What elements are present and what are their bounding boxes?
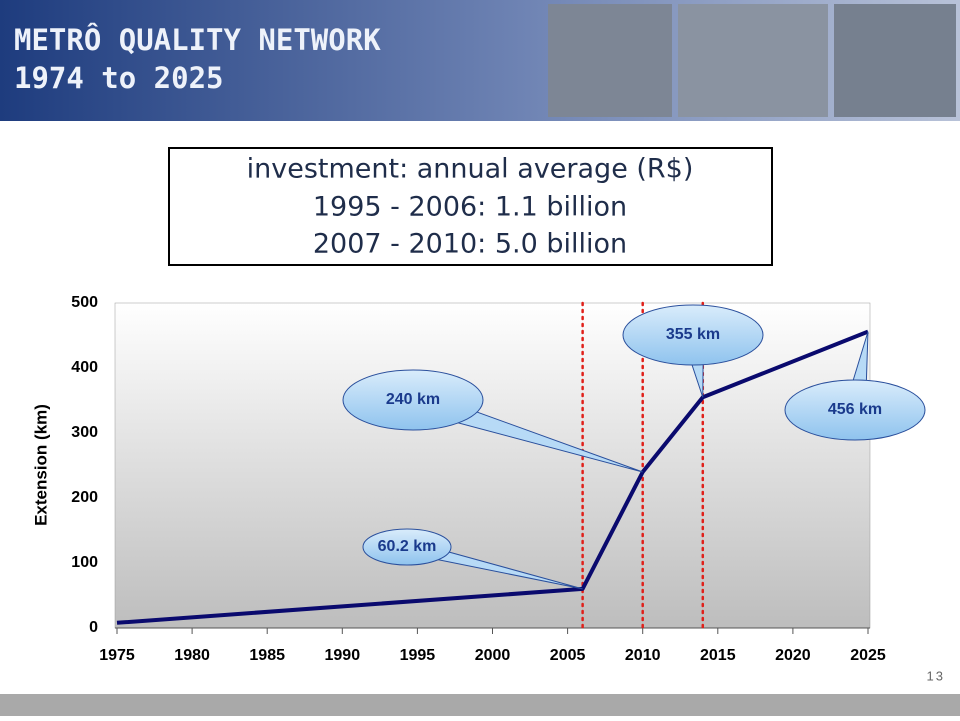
callout-bubble xyxy=(622,304,764,366)
x-tick-label: 1985 xyxy=(249,647,285,664)
y-tick-label: 500 xyxy=(71,294,98,311)
callout-bubble xyxy=(784,379,926,441)
x-tick-label: 1980 xyxy=(174,647,210,664)
x-tick-label: 2000 xyxy=(475,647,511,664)
annotation: 1995 - 2006: 1.1 billion xyxy=(313,192,627,223)
annotation: 2007 - 2010: 5.0 billion xyxy=(313,229,627,260)
data-label: 60.2 km xyxy=(378,538,437,555)
data-label: 240 km xyxy=(386,391,440,408)
annotation: investment: annual average (R$) xyxy=(247,154,694,185)
footer-strip xyxy=(0,694,960,716)
x-tick-label: 1975 xyxy=(99,647,135,664)
y-tick-label: 300 xyxy=(71,424,98,441)
data-label: 355 km xyxy=(666,326,720,343)
photo-bus xyxy=(678,4,828,117)
page-number: 13 xyxy=(927,668,945,683)
y-tick-label: 100 xyxy=(71,554,98,571)
photo-train xyxy=(548,4,672,117)
data-label: 456 km xyxy=(828,401,882,418)
callout-bubble xyxy=(362,528,452,566)
y-tick-label: 0 xyxy=(89,619,98,636)
x-tick-label: 1995 xyxy=(400,647,436,664)
x-tick-label: 2015 xyxy=(700,647,736,664)
plot-area xyxy=(114,302,871,629)
x-tick-label: 1990 xyxy=(325,647,361,664)
y-tick-label: 200 xyxy=(71,489,98,506)
callout-bubble xyxy=(342,369,484,431)
slide-subtitle: 1974 to 2025 xyxy=(14,61,224,95)
x-tick-label: 2025 xyxy=(850,647,886,664)
y-axis-label: Extension (km) xyxy=(31,404,50,526)
slide-title: METRÔ QUALITY NETWORK xyxy=(14,23,381,57)
investment-box xyxy=(168,147,773,266)
chart: 0 100 200 300 400 500 1975 1980 1985 1990 1995 2000… xyxy=(71,294,926,664)
y-tick-label: 400 xyxy=(71,359,98,376)
x-tick-label: 2010 xyxy=(625,647,661,664)
x-tick-label: 2005 xyxy=(550,647,586,664)
photo-train xyxy=(834,4,956,117)
x-tick-label: 2020 xyxy=(775,647,811,664)
